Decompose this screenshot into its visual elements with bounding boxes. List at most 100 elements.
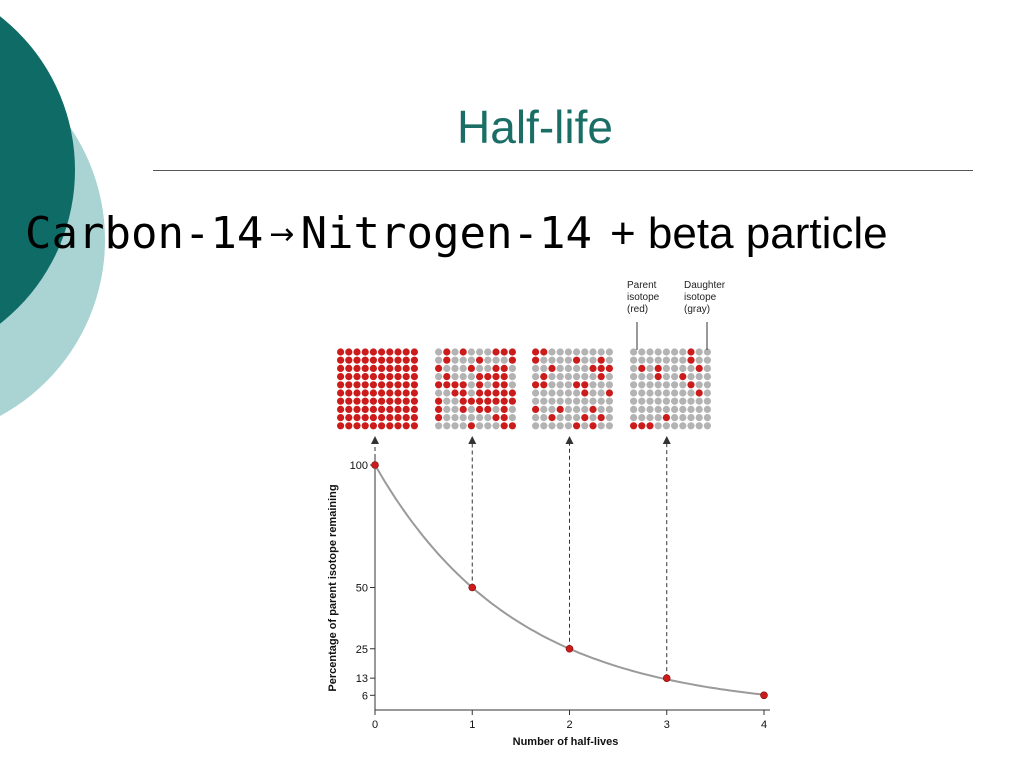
daughter-atom (687, 405, 695, 413)
daughter-atom (605, 414, 614, 422)
parent-atom (605, 389, 614, 397)
daughter-atom (459, 364, 467, 372)
daughter-atom (597, 389, 605, 397)
parent-atom (378, 389, 386, 397)
daughter-atom (467, 414, 475, 422)
parent-atom (451, 381, 459, 389)
daughter-atom (630, 373, 638, 381)
daughter-atom (459, 414, 467, 422)
daughter-atom (687, 389, 695, 397)
parent-atom (386, 348, 394, 356)
daughter-atom (589, 373, 597, 381)
daughter-atom (630, 397, 638, 405)
parent-atom (386, 364, 394, 372)
daughter-atom (671, 422, 679, 430)
parent-atom (508, 397, 516, 405)
daughter-atom (695, 373, 703, 381)
parent-atom (508, 389, 516, 397)
parent-atom (369, 364, 377, 372)
daughter-atom (695, 348, 703, 356)
daughter-atom (671, 414, 679, 422)
daughter-atom (679, 414, 687, 422)
parent-atom (378, 364, 386, 372)
daughter-atom (581, 356, 589, 364)
daughter-atom (646, 397, 654, 405)
daughter-atom (476, 414, 484, 422)
parent-atom (500, 397, 508, 405)
parent-atom (500, 405, 508, 413)
daughter-atom (508, 414, 516, 422)
daughter-atom (638, 381, 646, 389)
daughter-atom (703, 364, 712, 372)
isotope-grid (435, 348, 516, 430)
parent-atom (508, 348, 516, 356)
daughter-atom (630, 356, 638, 364)
parent-atom (337, 405, 345, 413)
daughter-atom (435, 348, 443, 356)
parent-atom (394, 373, 402, 381)
arrow-head-icon (371, 436, 379, 444)
daughter-atom (679, 397, 687, 405)
parent-atom (573, 422, 581, 430)
parent-atom (345, 364, 353, 372)
parent-atom (337, 364, 345, 372)
parent-atom (548, 414, 556, 422)
daughter-atom (532, 422, 540, 430)
daughter-atom (630, 389, 638, 397)
daughter-atom (687, 373, 695, 381)
parent-atom (402, 389, 410, 397)
parent-atom (638, 364, 646, 372)
daughter-atom (654, 422, 662, 430)
arrow-head-icon (468, 436, 477, 444)
parent-atom (337, 397, 345, 405)
daughter-atom (573, 364, 581, 372)
daughter-atom (589, 381, 597, 389)
parent-atom (476, 356, 484, 364)
parent-atom (402, 397, 410, 405)
daughter-atom (662, 422, 671, 430)
daughter-atom (638, 414, 646, 422)
parent-atom (369, 405, 377, 413)
slide-title: Half-life (457, 101, 613, 153)
isotope-grid (532, 348, 614, 430)
daughter-atom (573, 397, 581, 405)
parent-atom (638, 422, 646, 430)
daughter-atom (605, 397, 614, 405)
parent-atom (589, 405, 597, 413)
daughter-atom (564, 373, 573, 381)
parent-atom (394, 414, 402, 422)
parent-atom (532, 381, 540, 389)
daughter-atom (638, 405, 646, 413)
parent-atom (353, 356, 361, 364)
daughter-atom (654, 348, 662, 356)
daughter-atom (597, 348, 605, 356)
daughter-atom (467, 348, 475, 356)
daughter-legend-label: isotope (684, 292, 717, 303)
daughter-atom (548, 397, 556, 405)
daughter-atom (556, 356, 564, 364)
parent-atom (532, 405, 540, 413)
parent-atom (378, 356, 386, 364)
parent-atom (353, 364, 361, 372)
parent-atom (394, 405, 402, 413)
daughter-atom (540, 422, 548, 430)
parent-atom (443, 348, 451, 356)
daughter-atom (630, 364, 638, 372)
daughter-atom (451, 397, 459, 405)
daughter-atom (556, 373, 564, 381)
daughter-atom (671, 381, 679, 389)
parent-atom (337, 422, 345, 430)
parent-atom (597, 414, 605, 422)
daughter-atom (532, 364, 540, 372)
daughter-atom (630, 348, 638, 356)
daughter-atom (548, 356, 556, 364)
daughter-atom (671, 364, 679, 372)
parent-atom (394, 356, 402, 364)
parent-atom (410, 373, 418, 381)
parent-atom (378, 397, 386, 405)
daughter-atom (646, 373, 654, 381)
parent-atom (435, 414, 443, 422)
parent-atom (369, 356, 377, 364)
parent-atom (492, 397, 500, 405)
daughter-atom (532, 414, 540, 422)
